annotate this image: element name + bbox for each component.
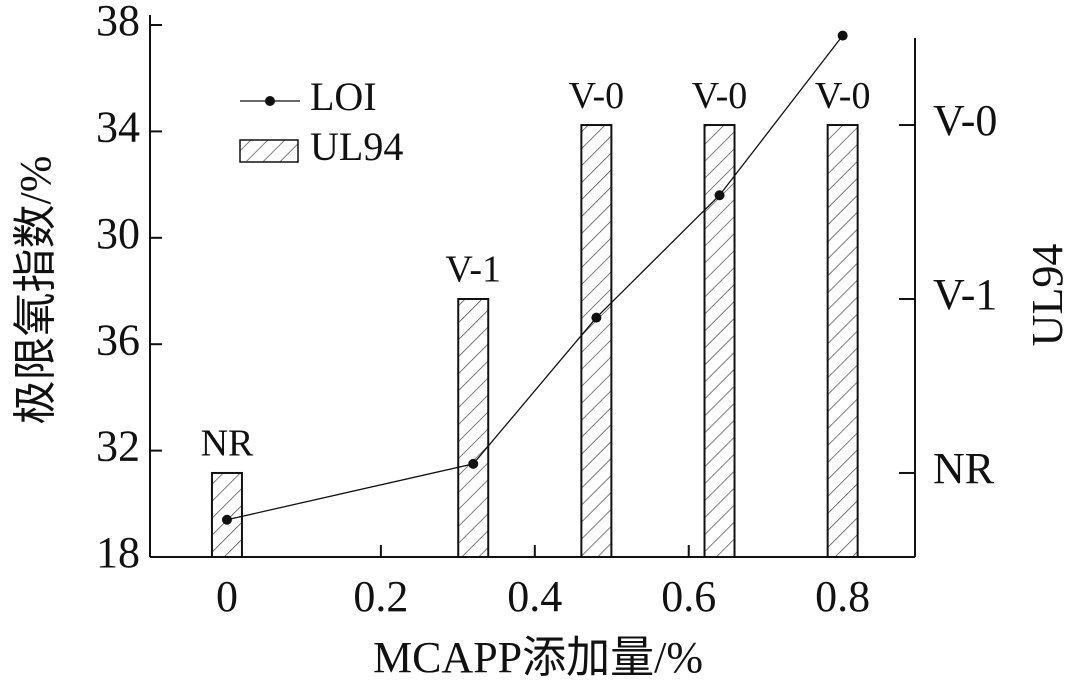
legend-label: LOI <box>310 74 377 119</box>
legend-marker <box>265 96 275 106</box>
x-tick-label: 0.4 <box>507 572 562 621</box>
x-tick-label: 0.2 <box>353 572 408 621</box>
y-axis-label: 极限氧指数/% <box>11 156 60 425</box>
legend-label: UL94 <box>310 124 403 169</box>
bar <box>210 471 243 558</box>
bar-label: V-0 <box>692 75 748 117</box>
x-tick-label: 0.6 <box>661 572 716 621</box>
point <box>591 312 602 323</box>
y2-axis-label: UL94 <box>1023 244 1072 347</box>
bar <box>826 124 859 558</box>
point <box>837 30 848 41</box>
y-tick-label: 18 <box>96 528 140 577</box>
x-tick-label: 0 <box>216 572 238 621</box>
point <box>221 514 232 525</box>
bar <box>457 298 490 558</box>
bar-label: NR <box>201 423 254 465</box>
bar-label: V-0 <box>815 75 871 117</box>
y2-tick-label: V-0 <box>933 96 997 145</box>
legend-swatch <box>239 139 299 163</box>
y2-tick-label: NR <box>933 444 995 493</box>
y-tick-label: 38 <box>96 0 140 45</box>
point <box>468 458 479 469</box>
bar-label: V-1 <box>445 249 501 291</box>
y-tick-label: 34 <box>96 102 140 151</box>
point <box>714 190 725 201</box>
x-tick-label: 0.8 <box>815 572 870 621</box>
x-axis-label: MCAPP添加量/% <box>373 633 703 682</box>
y-tick-label: 36 <box>96 315 140 364</box>
y-tick-label: 32 <box>96 422 140 471</box>
bar <box>580 124 613 558</box>
y-tick-label: 30 <box>96 209 140 258</box>
bar <box>703 124 736 558</box>
y2-tick-label: V-1 <box>933 270 997 319</box>
bar-label: V-0 <box>569 75 625 117</box>
